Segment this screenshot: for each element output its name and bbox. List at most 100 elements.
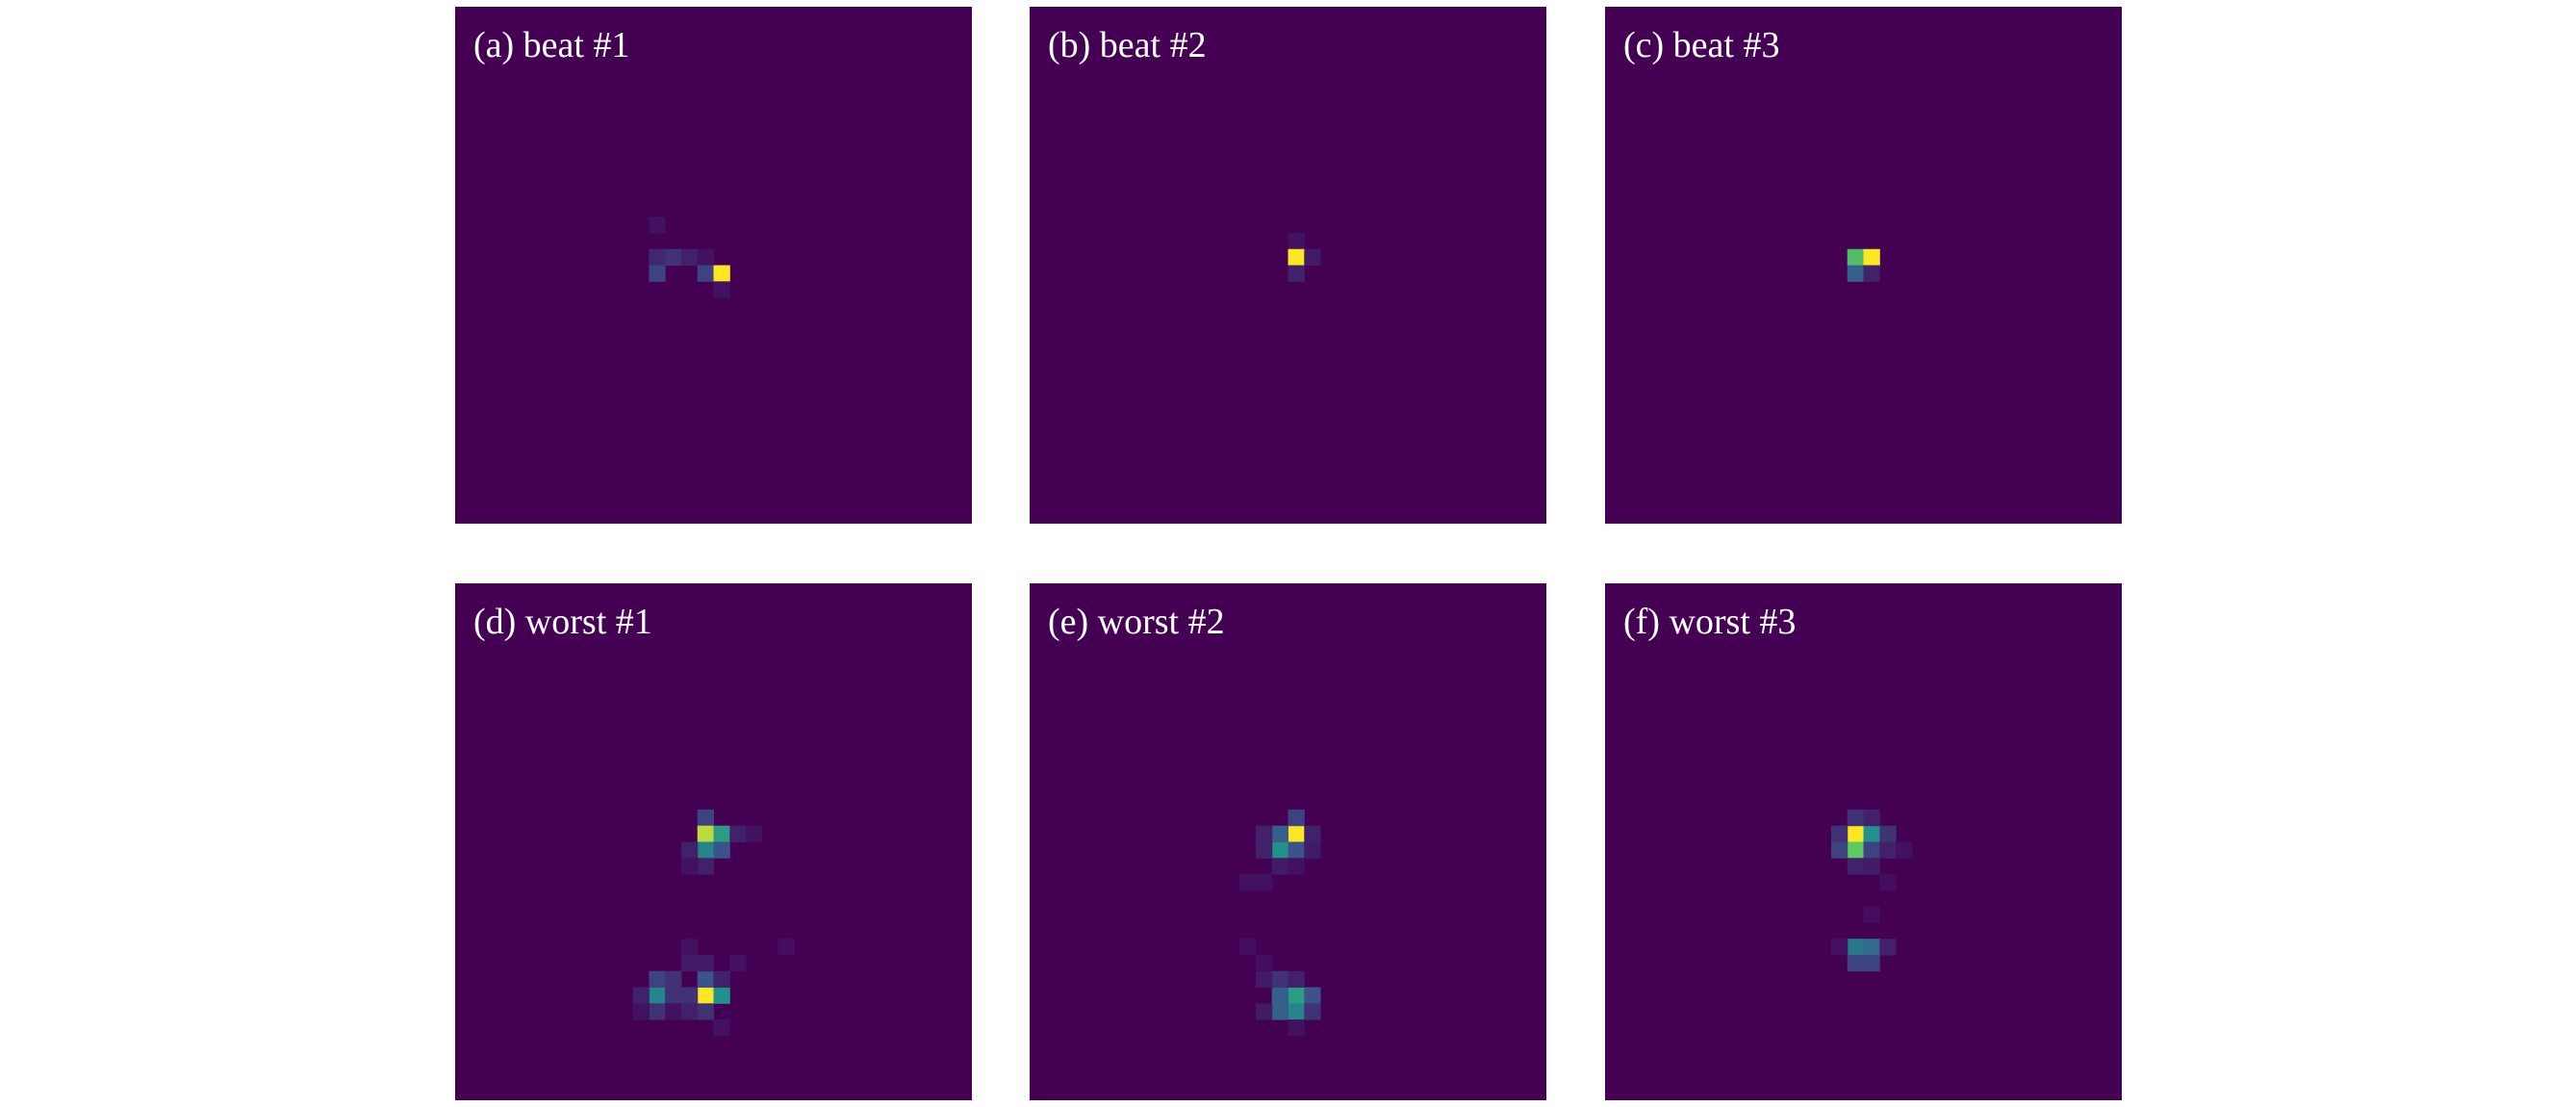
heatmap-cell bbox=[1863, 809, 1880, 827]
heatmap-cell bbox=[697, 841, 714, 859]
heatmap-cell bbox=[1288, 987, 1305, 1004]
heatmap-cell bbox=[1879, 825, 1897, 842]
heatmap-cell bbox=[697, 970, 714, 989]
heatmap-cell bbox=[713, 281, 730, 298]
heatmap-cell bbox=[1847, 248, 1864, 266]
heatmap-cell bbox=[649, 217, 666, 234]
heatmap-cell bbox=[713, 987, 730, 1004]
heatmap-cell bbox=[680, 248, 699, 266]
heatmap-cell bbox=[1288, 825, 1305, 842]
heatmap-cell bbox=[697, 987, 714, 1004]
heatmap-cell bbox=[729, 825, 747, 842]
panel-title: (b) beat #2 bbox=[1048, 25, 1207, 65]
heatmap-cell bbox=[1271, 858, 1288, 875]
heatmap-cell bbox=[697, 809, 714, 827]
panel-title: (a) beat #1 bbox=[473, 25, 629, 65]
heatmap-cell bbox=[649, 970, 666, 989]
heatmap-cell bbox=[1896, 841, 1913, 859]
heatmap-cell bbox=[1863, 265, 1880, 282]
heatmap-cell bbox=[1271, 841, 1288, 859]
heatmap-cell bbox=[697, 248, 714, 266]
heatmap-cell bbox=[1304, 841, 1321, 859]
panel-title: (f) worst #3 bbox=[1623, 602, 1796, 642]
heatmap-cell bbox=[632, 1003, 650, 1020]
heatmap-cell bbox=[697, 825, 714, 842]
heatmap-cell bbox=[713, 265, 730, 282]
heatmap-cell bbox=[1847, 265, 1864, 282]
heatmap-cell bbox=[1304, 987, 1321, 1004]
heatmap-cell bbox=[665, 1003, 682, 1020]
heatmap-cell bbox=[1863, 906, 1880, 923]
heatmap-cell bbox=[1288, 1019, 1305, 1037]
heatmap-cell bbox=[1879, 841, 1897, 859]
heatmap-cell bbox=[1288, 809, 1305, 827]
heatmap-cell bbox=[1288, 232, 1305, 250]
heatmap-cell bbox=[1304, 1003, 1321, 1020]
heatmap-cell bbox=[649, 987, 666, 1004]
heatmap-cell bbox=[1304, 248, 1321, 266]
heatmap-cell bbox=[665, 970, 682, 989]
heatmap-cell bbox=[1255, 825, 1273, 842]
heatmap-cell bbox=[1847, 825, 1864, 842]
heatmap-cell bbox=[1847, 954, 1864, 972]
heatmap-cell bbox=[713, 970, 730, 989]
heatmap-cell bbox=[1288, 858, 1305, 875]
heatmap-cell bbox=[729, 954, 747, 972]
heatmap-cell bbox=[1879, 939, 1897, 956]
heatmap-cell bbox=[1863, 858, 1880, 875]
heatmap-cell bbox=[680, 1003, 699, 1020]
heatmap-cell bbox=[1288, 841, 1305, 859]
heatmap-cell bbox=[1288, 1003, 1305, 1020]
heatmap-cell bbox=[665, 248, 682, 266]
heatmap-cell bbox=[713, 1019, 730, 1037]
heatmap-cell bbox=[697, 265, 714, 282]
heatmap-cell bbox=[713, 841, 730, 859]
heatmap-cell bbox=[1863, 939, 1880, 956]
heatmap-cell bbox=[649, 265, 666, 282]
heatmap-cell bbox=[1304, 825, 1321, 842]
heatmap-cell bbox=[1847, 809, 1864, 827]
heatmap-cell bbox=[1288, 265, 1305, 282]
heatmap-cell bbox=[697, 1003, 714, 1020]
heatmap-cell bbox=[1847, 841, 1864, 859]
heatmap-cell bbox=[1879, 874, 1897, 891]
heatmap-cell bbox=[1863, 248, 1880, 266]
heatmap-cell bbox=[1830, 841, 1849, 859]
heatmap-cell bbox=[680, 939, 699, 956]
heatmap-cell bbox=[1288, 970, 1305, 989]
heatmap-cell bbox=[1255, 1003, 1273, 1020]
heatmap-cell bbox=[778, 939, 795, 956]
heatmap-cell bbox=[680, 987, 699, 1004]
heatmap-cell bbox=[1271, 987, 1288, 1004]
heatmap-cell bbox=[1847, 939, 1864, 956]
heatmap-cell bbox=[1288, 248, 1305, 266]
heatmap-cell bbox=[649, 1003, 666, 1020]
heatmap-cell bbox=[1239, 874, 1257, 891]
heatmap-cell bbox=[1271, 1003, 1288, 1020]
heatmap-cell bbox=[746, 825, 763, 842]
heatmap-cell bbox=[697, 954, 714, 972]
panel-title: (d) worst #1 bbox=[473, 602, 652, 642]
heatmap-cell bbox=[680, 858, 699, 875]
heatmap-cell bbox=[1255, 954, 1273, 972]
heatmap-cell bbox=[665, 987, 682, 1004]
heatmap-cell bbox=[713, 825, 730, 842]
panel-title: (c) beat #3 bbox=[1623, 25, 1779, 65]
heatmap-cell bbox=[697, 858, 714, 875]
panel-title: (e) worst #2 bbox=[1048, 602, 1225, 642]
heatmap-cell bbox=[680, 954, 699, 972]
heatmap-cell bbox=[1255, 841, 1273, 859]
heatmap-cell bbox=[1830, 825, 1849, 842]
heatmap-cell bbox=[1239, 939, 1257, 956]
heatmap-cell bbox=[649, 248, 666, 266]
heatmap-cell bbox=[1271, 970, 1288, 989]
heatmap-cell bbox=[1271, 825, 1288, 842]
heatmap-cell bbox=[1830, 939, 1849, 956]
heatmap-cell bbox=[1255, 874, 1273, 891]
heatmap-cell bbox=[632, 987, 650, 1004]
heatmap-cell bbox=[1863, 825, 1880, 842]
heatmap-cell bbox=[1255, 970, 1273, 989]
heatmap-cell bbox=[1863, 841, 1880, 859]
heatmap-cell bbox=[1863, 954, 1880, 972]
